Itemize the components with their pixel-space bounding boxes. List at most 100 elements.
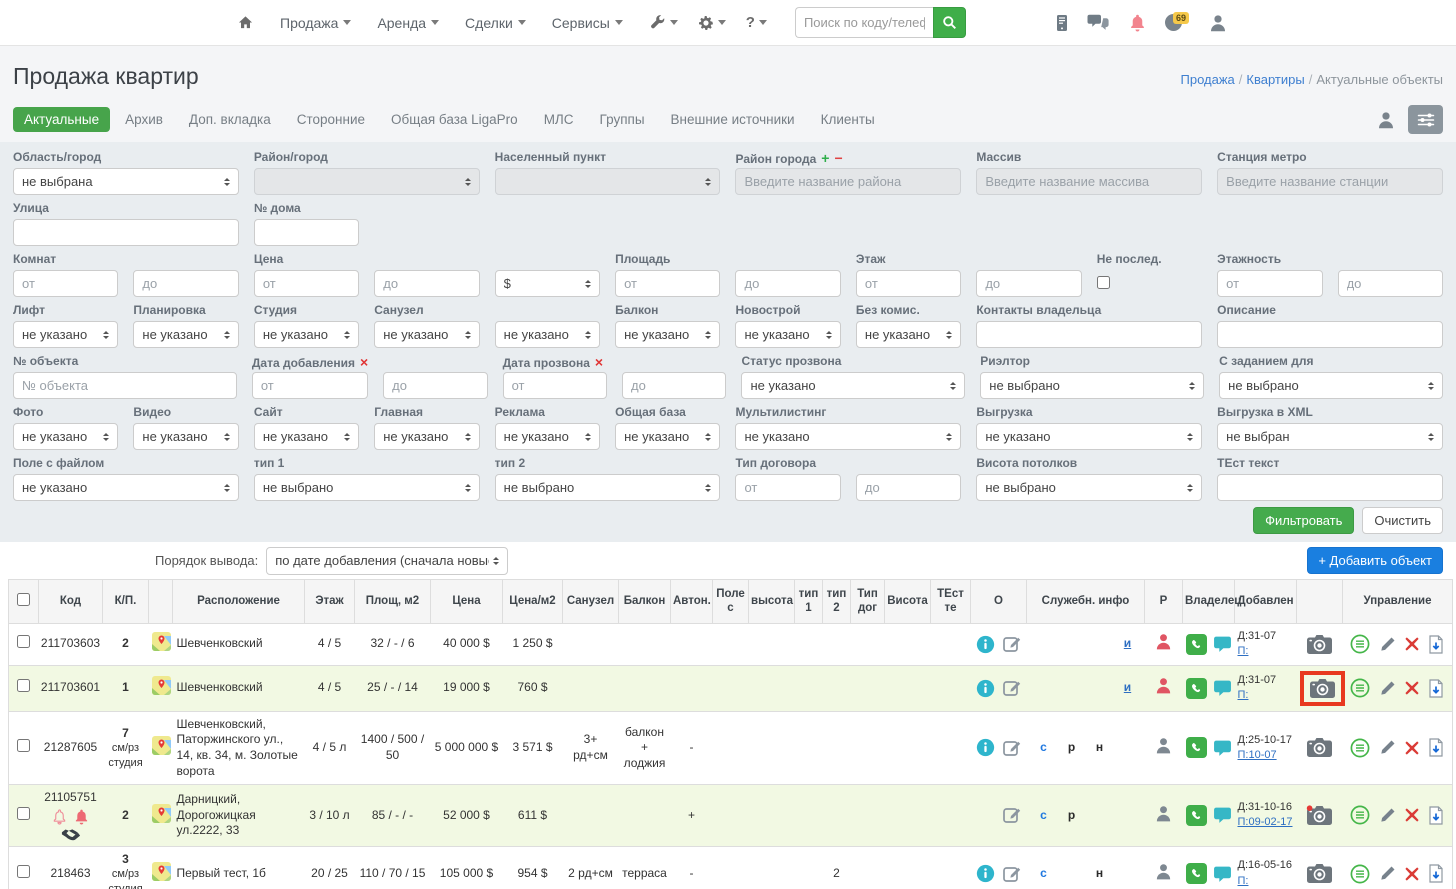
- filter-select[interactable]: не указано: [13, 423, 118, 450]
- filter-input[interactable]: [503, 372, 607, 399]
- filter-select[interactable]: не выбрано: [976, 474, 1202, 501]
- filter-select[interactable]: не указано: [976, 423, 1202, 450]
- map-icon[interactable]: [152, 736, 171, 755]
- filter-select[interactable]: не выбрано: [1219, 372, 1443, 399]
- row-checkbox[interactable]: [17, 739, 30, 752]
- filter-apply-button[interactable]: Фильтровать: [1253, 507, 1354, 534]
- filter-input[interactable]: [133, 270, 238, 297]
- phone-icon[interactable]: [1186, 863, 1207, 884]
- filter-input[interactable]: [254, 219, 359, 246]
- filter-input[interactable]: [254, 270, 359, 297]
- phone-icon[interactable]: [1186, 737, 1207, 758]
- filter-select[interactable]: не указано: [254, 321, 359, 348]
- photos-button[interactable]: [1301, 629, 1338, 660]
- table-settings-button[interactable]: [1408, 105, 1443, 134]
- filter-select[interactable]: не выбрано: [495, 474, 721, 501]
- call-date-link[interactable]: П:: [1238, 875, 1249, 887]
- menu-item-0[interactable]: Продажа: [267, 15, 364, 31]
- filter-input[interactable]: [856, 270, 961, 297]
- details-list-icon[interactable]: [1350, 738, 1370, 758]
- bell-solid-icon[interactable]: [74, 809, 89, 825]
- pencil-icon[interactable]: [1379, 739, 1396, 756]
- map-icon[interactable]: [152, 632, 171, 651]
- select-all-checkbox[interactable]: [17, 593, 30, 606]
- user-gray-icon[interactable]: [1376, 110, 1396, 130]
- filter-select[interactable]: не указано: [735, 321, 840, 348]
- call-date-link[interactable]: П:: [1238, 645, 1249, 657]
- filter-select[interactable]: не выбран: [1217, 423, 1443, 450]
- photos-button[interactable]: [1301, 800, 1338, 831]
- search-input[interactable]: [795, 7, 933, 38]
- filter-input[interactable]: [735, 270, 840, 297]
- comment-icon[interactable]: [1213, 806, 1232, 824]
- pencil-icon[interactable]: [1379, 807, 1396, 824]
- tablet-icon[interactable]: [1056, 14, 1068, 32]
- filter-select[interactable]: не указано: [374, 423, 479, 450]
- comment-icon[interactable]: [1213, 865, 1232, 883]
- minus-icon[interactable]: −: [834, 150, 842, 166]
- edit-note-icon[interactable]: [1002, 678, 1022, 698]
- filter-select[interactable]: не указано: [495, 321, 600, 348]
- map-icon[interactable]: [152, 676, 171, 695]
- details-list-icon[interactable]: [1350, 805, 1370, 825]
- edit-note-icon[interactable]: [1002, 634, 1022, 654]
- filter-reset-button[interactable]: Очистить: [1362, 507, 1443, 534]
- tab-2[interactable]: Доп. вкладка: [178, 107, 282, 132]
- edit-note-icon[interactable]: [1002, 864, 1022, 884]
- filter-input[interactable]: [735, 474, 840, 501]
- order-select[interactable]: по дате добавления (сначала новые): [266, 547, 508, 575]
- info-icon[interactable]: [976, 864, 995, 883]
- pencil-icon[interactable]: [1379, 636, 1396, 653]
- close-icon[interactable]: ×: [360, 354, 368, 370]
- delete-x-icon[interactable]: [1405, 637, 1419, 651]
- map-icon[interactable]: [152, 804, 171, 823]
- chats-icon[interactable]: [1087, 14, 1110, 31]
- tab-4[interactable]: Общая база LigaPro: [380, 107, 529, 132]
- filter-input[interactable]: [976, 270, 1081, 297]
- comment-icon[interactable]: [1213, 635, 1232, 653]
- row-checkbox[interactable]: [17, 807, 30, 820]
- filter-input[interactable]: [252, 372, 368, 399]
- info-icon[interactable]: [976, 679, 995, 698]
- map-icon[interactable]: [152, 862, 171, 881]
- delete-x-icon[interactable]: [1405, 808, 1419, 822]
- tab-0[interactable]: Актуальные: [13, 107, 110, 132]
- filter-input[interactable]: [976, 321, 1202, 348]
- filter-input[interactable]: [615, 270, 720, 297]
- phone-icon[interactable]: [1186, 634, 1207, 655]
- pencil-icon[interactable]: [1379, 680, 1396, 697]
- row-checkbox[interactable]: [17, 635, 30, 648]
- photos-button-highlighted[interactable]: [1300, 671, 1345, 706]
- filter-select[interactable]: не указано: [133, 423, 238, 450]
- filter-input[interactable]: [856, 474, 961, 501]
- tab-6[interactable]: Группы: [589, 107, 656, 132]
- add-object-button[interactable]: + Добавить объект: [1307, 547, 1443, 574]
- filter-select[interactable]: не указано: [495, 423, 600, 450]
- info-flag[interactable]: и: [1114, 680, 1142, 696]
- delete-x-icon[interactable]: [1405, 741, 1419, 755]
- filter-select[interactable]: $: [495, 270, 600, 297]
- filter-input[interactable]: [735, 168, 961, 195]
- filter-input[interactable]: [383, 372, 487, 399]
- info-icon[interactable]: [976, 635, 995, 654]
- filter-input[interactable]: [13, 219, 239, 246]
- settings-menu[interactable]: [688, 15, 736, 31]
- file-download-icon[interactable]: [1428, 806, 1444, 825]
- filter-input[interactable]: [622, 372, 726, 399]
- photos-button[interactable]: [1301, 732, 1338, 763]
- filter-input[interactable]: [13, 372, 237, 399]
- bell-icon[interactable]: [1129, 14, 1146, 32]
- comment-icon[interactable]: [1213, 679, 1232, 697]
- pencil-icon[interactable]: [1379, 865, 1396, 882]
- filter-select[interactable]: не указано: [133, 321, 238, 348]
- filter-input[interactable]: [1338, 270, 1443, 297]
- plus-icon[interactable]: +: [821, 150, 829, 166]
- person-red-icon[interactable]: [1154, 676, 1173, 695]
- call-date-link[interactable]: П:10-07: [1238, 749, 1277, 761]
- tab-5[interactable]: МЛС: [533, 107, 585, 132]
- filter-input[interactable]: [13, 270, 118, 297]
- menu-item-1[interactable]: Аренда: [364, 15, 452, 31]
- tab-8[interactable]: Клиенты: [810, 107, 886, 132]
- info-flag[interactable]: и: [1114, 636, 1142, 652]
- search-button[interactable]: [933, 7, 966, 38]
